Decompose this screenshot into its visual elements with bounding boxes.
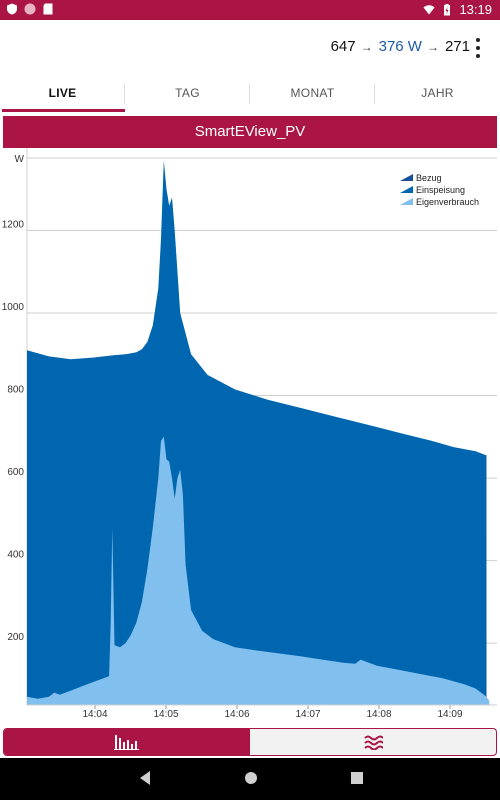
flow-left-value: 647 [330,38,356,55]
view-toggle [3,728,497,756]
bar-chart-icon [114,735,139,750]
flow-arrow-2: → [426,40,439,54]
top-bar: 647 → 376 W → 271 [0,20,500,76]
home-icon[interactable] [243,770,259,786]
y-tick-label: 1000 [2,302,25,313]
overflow-menu-icon[interactable] [474,38,482,58]
legend-label: Einspeisung [416,185,465,195]
y-tick-label: 200 [7,632,24,643]
waves-icon [364,735,383,750]
tab-live[interactable]: LIVE [0,76,125,114]
x-tick-label: 14:07 [295,709,320,720]
tab-jahr[interactable]: JAHR [421,86,454,100]
system-nav-bar [0,758,500,800]
sd-card-icon [43,3,53,15]
y-tick-label: 1200 [2,220,25,231]
flow-arrow-1: → [360,40,373,54]
y-axis-label: W [15,154,25,165]
legend-label: Bezug [416,173,442,183]
battery-icon [444,3,451,15]
x-tick-label: 14:04 [82,709,107,720]
power-chart[interactable]: 200 400 600 800 1000 1200 W 14:04 14:05 14:06 14:0… [0,148,500,726]
x-tick-label: 14:08 [366,709,391,720]
y-tick-label: 600 [7,467,24,478]
period-tabs: LIVE TAG MONAT JAHR [0,76,500,114]
x-tick-label: 14:09 [437,709,462,720]
flow-right-value: 271 [444,38,470,55]
page-title: SmartEView_PV [3,116,497,148]
tab-monat[interactable]: MONAT [250,76,375,114]
legend-swatch [400,198,413,205]
status-bar: 13:19 [0,0,500,20]
tab-tag[interactable]: TAG [125,76,250,114]
eigenverbrauch-area [27,436,490,705]
y-tick-label: 800 [7,385,24,396]
power-flow: 647 → 376 W → 271 [331,38,470,55]
back-icon[interactable] [138,770,152,786]
flow-middle-value: 376 W [378,38,422,55]
record-icon [24,3,36,15]
y-tick-label: 400 [7,550,24,561]
legend-swatch [400,186,413,193]
area-chart-view-button[interactable] [250,729,496,755]
recents-icon[interactable] [350,770,364,786]
wifi-icon [423,4,435,14]
status-time: 13:19 [459,2,492,17]
x-tick-label: 14:05 [153,709,178,720]
shield-icon [7,3,17,15]
bar-chart-view-button[interactable] [4,729,250,755]
x-tick-label: 14:06 [224,709,249,720]
legend-label: Eigenverbrauch [416,197,479,207]
einspeisung-area [27,160,487,705]
legend-swatch [400,174,413,181]
